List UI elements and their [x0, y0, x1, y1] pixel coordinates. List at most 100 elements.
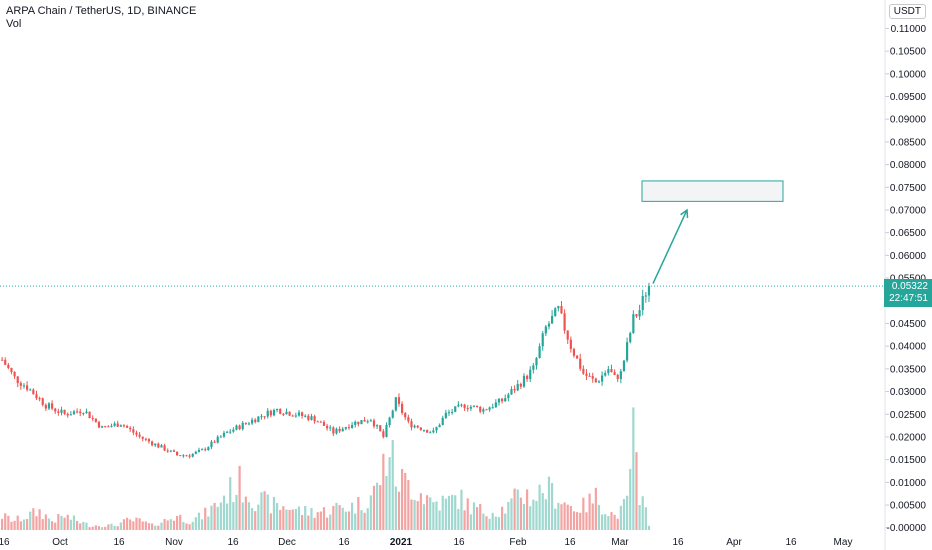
volume-bar: [154, 525, 157, 530]
volume-bar: [557, 502, 560, 530]
volume-bar: [179, 514, 182, 530]
volume-bar: [144, 521, 147, 530]
volume-bar: [91, 526, 94, 530]
volume-bar: [610, 512, 613, 530]
candle-body: [535, 357, 538, 366]
volume-bar: [519, 497, 522, 530]
y-tick-label: 0.07000: [890, 205, 927, 216]
candle-body: [126, 425, 129, 428]
candle-body: [554, 308, 557, 317]
volume-bar: [572, 511, 576, 530]
volume-bar: [344, 511, 347, 530]
volume-bar: [532, 499, 535, 530]
candle-body: [207, 447, 210, 451]
candle-body: [176, 451, 179, 456]
candle-body: [610, 369, 613, 373]
candle-body: [129, 427, 132, 430]
last-price-tag: 0.05322 22:47:51: [884, 279, 932, 308]
bar-countdown: 22:47:51: [889, 293, 928, 305]
volume-bar: [10, 521, 13, 530]
x-tick-label: 16: [0, 537, 10, 548]
candle-body: [182, 455, 185, 457]
candle-body: [516, 383, 519, 391]
candle-body: [510, 389, 513, 395]
volume-bar: [191, 521, 194, 530]
candle-body: [529, 369, 532, 379]
candle-body: [60, 409, 63, 413]
candle-body: [363, 420, 366, 422]
x-tick-label: 16: [785, 537, 797, 548]
candle-body: [163, 445, 166, 451]
candle-body: [279, 409, 282, 414]
volume-bar: [419, 493, 422, 530]
candle-body: [76, 411, 79, 413]
candle-body: [51, 403, 54, 409]
y-tick-label: -0.00000: [887, 523, 927, 534]
candle-body: [635, 314, 638, 317]
candle-body: [116, 423, 119, 427]
candle-body: [351, 424, 354, 428]
candle-body: [644, 295, 647, 297]
volume-bar: [88, 527, 91, 530]
candle-body: [104, 426, 107, 428]
candle-body: [391, 410, 394, 418]
volume-bar: [479, 503, 482, 530]
volume-bar: [269, 513, 272, 530]
candle-body: [401, 403, 404, 414]
volume-bar: [401, 469, 404, 530]
volume-bar: [57, 514, 60, 530]
volume-bar: [313, 517, 316, 530]
volume-bar: [185, 523, 188, 530]
volume-bar: [451, 494, 454, 530]
y-tick-label: 0.06000: [890, 251, 927, 262]
candle-body: [444, 412, 447, 418]
candle-body: [566, 330, 569, 340]
volume-bar: [594, 487, 597, 530]
volume-bar: [316, 512, 319, 530]
volume-bar: [4, 513, 7, 530]
candle-body: [35, 394, 38, 399]
volume-bar: [207, 516, 210, 530]
volume-bar: [535, 500, 538, 530]
candle-body: [82, 413, 85, 415]
volume-bar: [26, 519, 29, 530]
volume-bar: [588, 493, 591, 530]
candle-body: [451, 411, 454, 413]
candle-body: [501, 398, 504, 402]
volume-bar: [641, 496, 644, 530]
volume-bar: [129, 519, 132, 530]
volume-bar: [126, 517, 129, 530]
volume-bar: [388, 457, 391, 530]
volume-bar: [263, 491, 266, 530]
candle-body: [616, 374, 619, 379]
candle-body: [647, 286, 651, 296]
volume-bar: [554, 508, 557, 530]
candle-body: [154, 443, 157, 446]
candle-body: [41, 398, 44, 405]
volume-bar: [513, 488, 516, 530]
y-tick-label: 0.03500: [890, 364, 927, 375]
volume-bar: [466, 498, 469, 530]
y-tick-label: 0.01500: [890, 455, 927, 466]
volume-bar: [538, 484, 541, 530]
volume-bar: [13, 520, 16, 530]
candle-body: [57, 411, 60, 413]
volume-bar: [251, 508, 254, 530]
volume-bar: [122, 519, 126, 530]
candle-body: [332, 427, 335, 434]
candle-body: [101, 426, 104, 428]
volume-bar: [604, 514, 607, 530]
currency-unit-button[interactable]: USDT: [888, 4, 926, 19]
volume-bar: [626, 495, 629, 530]
candle-body: [301, 412, 304, 417]
volume-bar: [44, 514, 47, 530]
volume-bar: [297, 506, 301, 530]
arrow-shaft[interactable]: [652, 209, 688, 284]
candle-body: [22, 385, 26, 387]
volume-bar: [622, 498, 626, 530]
x-tick-label: Dec: [278, 537, 296, 548]
volume-bar: [54, 522, 57, 530]
volume-bar: [279, 510, 282, 530]
volume-bar: [638, 504, 641, 530]
